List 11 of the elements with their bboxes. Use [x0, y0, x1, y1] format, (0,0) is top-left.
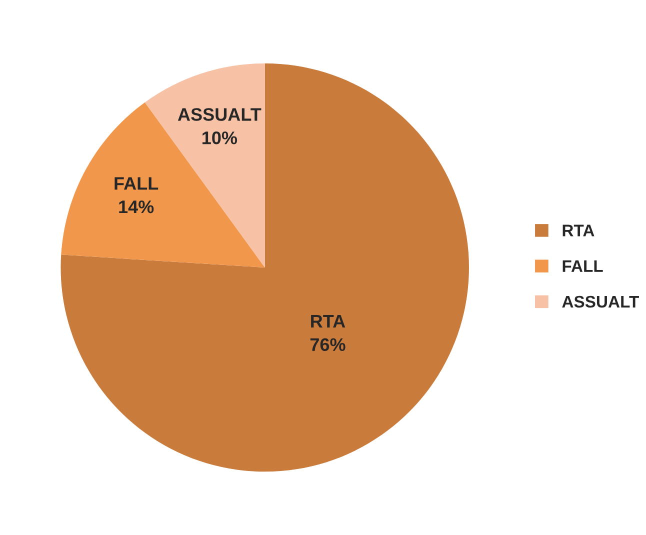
pie-slice — [61, 102, 265, 268]
legend-label: FALL — [562, 260, 603, 272]
legend-label: ASSUALT — [562, 296, 639, 308]
data-label: 76% — [310, 338, 346, 351]
pie-slice — [60, 63, 469, 472]
slice-label: ASSUALT — [178, 108, 262, 121]
slice-label: RTA — [311, 315, 346, 328]
legend-label: RTA — [562, 224, 594, 236]
slice-label: FALL — [114, 177, 158, 190]
data-label: 14% — [119, 200, 154, 214]
data-label: 10% — [202, 131, 238, 144]
